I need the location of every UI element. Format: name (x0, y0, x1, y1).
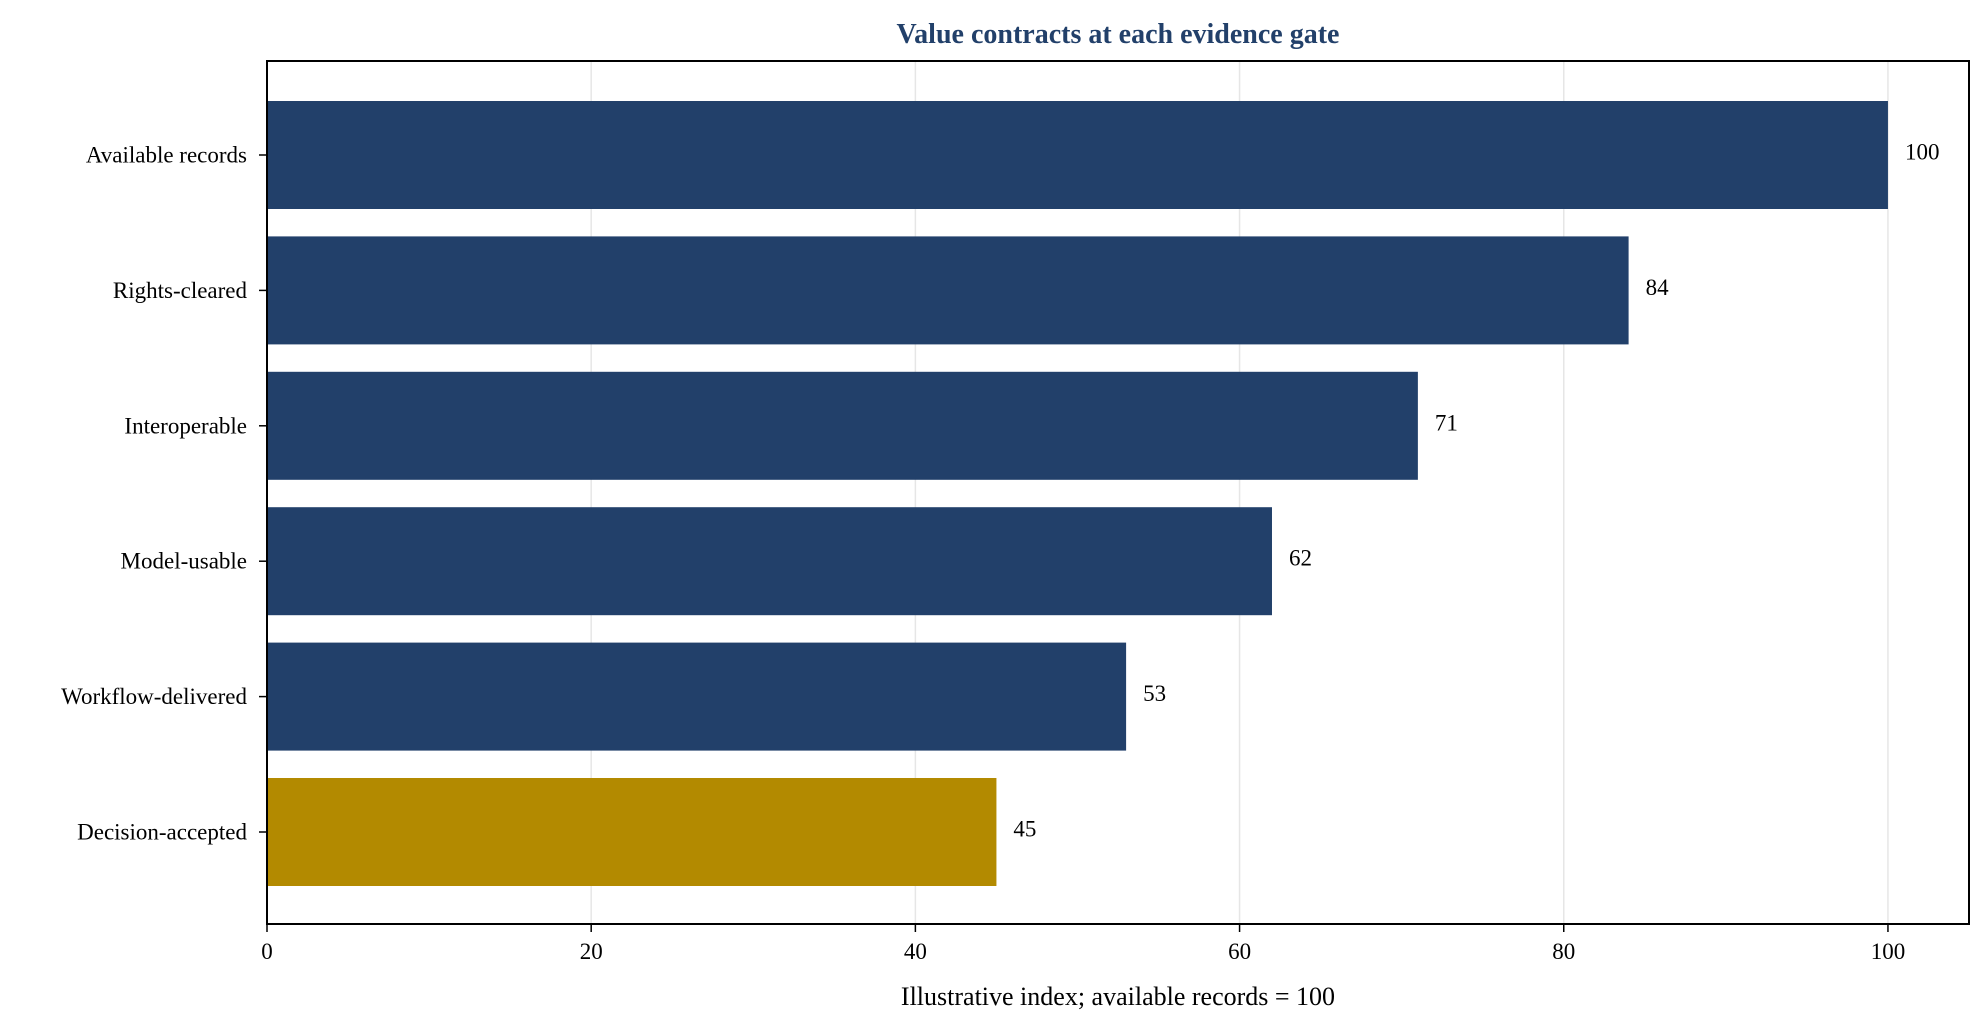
x-axis-label: Illustrative index; available records = … (901, 982, 1335, 1011)
bar (267, 643, 1126, 751)
bars (267, 101, 1888, 886)
bar (267, 236, 1629, 344)
x-tick-label: 100 (1871, 939, 1906, 964)
y-tick-label: Workflow-delivered (61, 684, 247, 709)
bar-value-label: 62 (1289, 546, 1312, 571)
bar-value-label: 84 (1646, 275, 1670, 300)
y-axis: Available records Rights-cleared Interoper… (61, 143, 267, 845)
y-tick-label: Rights-cleared (113, 278, 248, 303)
chart-title: Value contracts at each evidence gate (897, 19, 1340, 50)
x-tick-label: 0 (261, 939, 273, 964)
bar-value-label: 100 (1905, 140, 1940, 165)
x-tick-label: 20 (580, 939, 603, 964)
bar (267, 101, 1888, 209)
bar (267, 372, 1418, 480)
bar (267, 507, 1272, 615)
bar-value-label: 53 (1143, 681, 1166, 706)
x-tick-label: 60 (1228, 939, 1251, 964)
x-tick-label: 80 (1552, 939, 1575, 964)
y-tick-label: Model-usable (121, 549, 247, 574)
y-tick-label: Available records (86, 143, 247, 168)
bar-value-label: 71 (1435, 410, 1458, 435)
x-tick-label: 40 (904, 939, 927, 964)
x-axis: 0 20 40 60 80 100 (261, 924, 1905, 964)
y-tick-label: Decision-accepted (77, 820, 247, 845)
y-tick-label: Interoperable (124, 413, 247, 438)
bar (267, 778, 996, 886)
bar-value-label: 45 (1013, 817, 1036, 842)
